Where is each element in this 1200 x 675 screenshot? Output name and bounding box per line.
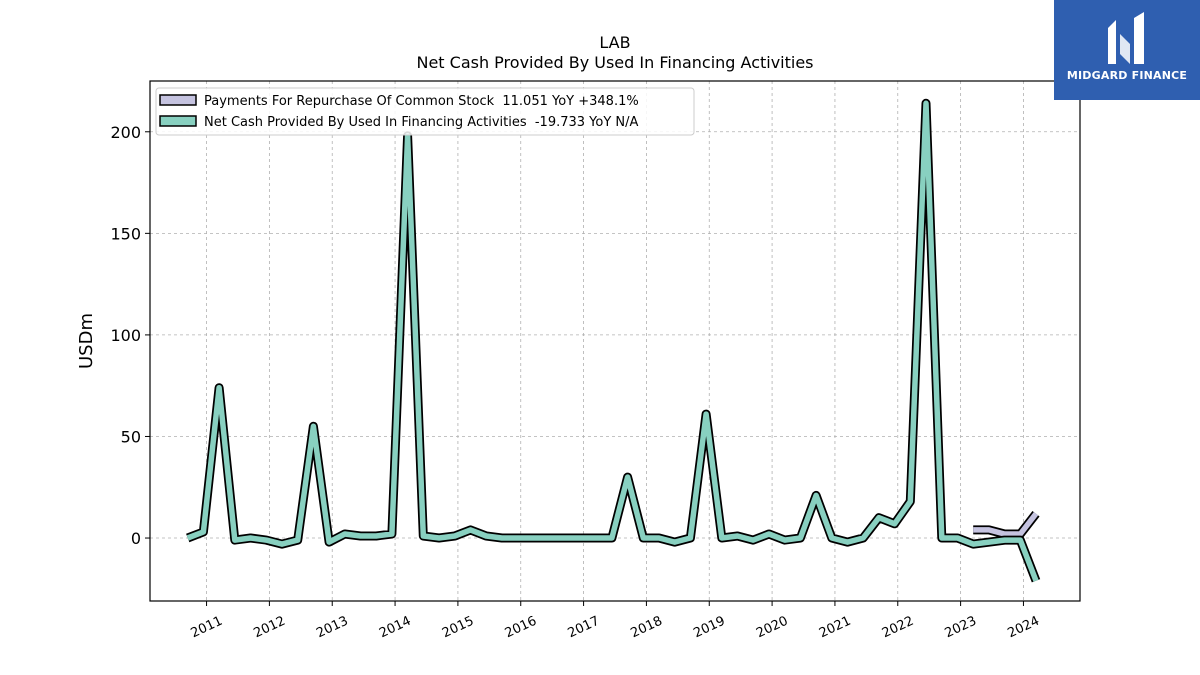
legend-swatch-repurchase bbox=[159, 94, 197, 106]
y-tick-label: 150 bbox=[110, 224, 141, 243]
x-tick-label: 2015 bbox=[440, 614, 476, 642]
series-line-outline bbox=[186, 98, 1041, 583]
midgard-logo-icon bbox=[1108, 12, 1144, 64]
x-tick-label: 2020 bbox=[754, 614, 790, 642]
x-tick-label: 2016 bbox=[503, 614, 539, 642]
plot-frame bbox=[149, 80, 1081, 602]
y-tick-label: 0 bbox=[131, 529, 141, 548]
x-tick-label: 2019 bbox=[691, 614, 727, 642]
legend: Payments For Repurchase Of Common Stock … bbox=[155, 87, 695, 136]
gridlines bbox=[150, 81, 1080, 601]
x-tick-label: 2022 bbox=[880, 614, 916, 642]
x-tick-label: 2024 bbox=[1005, 614, 1041, 642]
series-line bbox=[186, 100, 1039, 582]
legend-label-financing: Net Cash Provided By Used In Financing A… bbox=[204, 115, 639, 130]
chart-subtitle: Net Cash Provided By Used In Financing A… bbox=[416, 53, 813, 72]
chart-title: LAB bbox=[599, 33, 630, 52]
series-0 bbox=[973, 510, 1040, 539]
x-tick-label: 2012 bbox=[251, 614, 287, 642]
legend-label-repurchase: Payments For Repurchase Of Common Stock … bbox=[204, 94, 639, 109]
x-tick-label: 2014 bbox=[377, 614, 413, 642]
axes: 0 50 100 150 200 2011 2012 2013 2014 2015 2016 2017… bbox=[110, 123, 1041, 641]
legend-box bbox=[155, 87, 695, 136]
x-tick-label: 2018 bbox=[628, 614, 664, 642]
series-line bbox=[973, 512, 1039, 537]
y-tick-label: 200 bbox=[110, 123, 141, 142]
x-tick-label: 2011 bbox=[189, 614, 225, 642]
brand-logo: MIDGARD FINANCE bbox=[1054, 0, 1200, 100]
legend-swatch-financing bbox=[159, 115, 197, 127]
series-1 bbox=[186, 98, 1041, 583]
x-tick-label: 2017 bbox=[566, 614, 602, 642]
y-tick-label: 100 bbox=[110, 326, 141, 345]
x-tick-label: 2023 bbox=[943, 614, 979, 642]
y-axis-label: USDm bbox=[76, 313, 97, 369]
x-tick-label: 2021 bbox=[817, 614, 853, 642]
x-tick-label: 2013 bbox=[314, 614, 350, 642]
series-layer bbox=[186, 98, 1041, 583]
logo-text: MIDGARD FINANCE bbox=[1066, 69, 1188, 82]
y-tick-label: 50 bbox=[121, 427, 141, 446]
